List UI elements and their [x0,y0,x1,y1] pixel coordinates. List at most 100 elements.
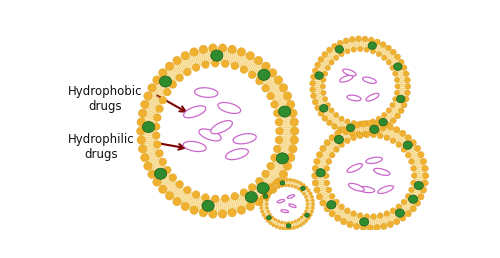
Ellipse shape [266,206,268,209]
Ellipse shape [324,206,330,212]
Ellipse shape [326,135,414,216]
Ellipse shape [422,180,428,186]
Ellipse shape [378,186,394,194]
Ellipse shape [304,186,308,189]
Ellipse shape [218,44,227,52]
Ellipse shape [394,219,400,225]
Ellipse shape [408,159,414,164]
Ellipse shape [280,84,287,92]
Ellipse shape [192,191,200,198]
Ellipse shape [340,75,353,82]
Ellipse shape [269,183,272,187]
Ellipse shape [364,47,370,52]
Ellipse shape [422,165,428,172]
Ellipse shape [226,149,248,160]
Ellipse shape [270,101,278,108]
Ellipse shape [347,164,362,172]
Ellipse shape [402,65,407,71]
Ellipse shape [176,181,184,188]
Ellipse shape [240,66,248,74]
Ellipse shape [240,189,248,196]
Ellipse shape [271,190,274,192]
Ellipse shape [202,61,209,68]
Ellipse shape [280,185,283,188]
Ellipse shape [302,192,306,195]
Ellipse shape [370,132,376,138]
Ellipse shape [312,165,318,172]
Ellipse shape [366,93,379,101]
Ellipse shape [330,152,335,158]
Ellipse shape [322,116,328,121]
Ellipse shape [379,118,388,126]
Ellipse shape [310,74,316,80]
Ellipse shape [312,206,314,209]
Ellipse shape [218,102,240,114]
Ellipse shape [380,122,387,128]
Ellipse shape [405,134,411,141]
Ellipse shape [199,208,207,217]
Ellipse shape [403,141,412,149]
Ellipse shape [386,122,392,128]
Ellipse shape [337,127,343,133]
Ellipse shape [312,180,318,186]
Ellipse shape [208,44,217,52]
Ellipse shape [400,215,406,221]
Ellipse shape [254,56,262,65]
Ellipse shape [228,45,236,54]
Ellipse shape [382,112,386,118]
Ellipse shape [404,71,409,77]
Ellipse shape [343,38,349,44]
Ellipse shape [368,130,374,136]
Ellipse shape [142,122,154,133]
Ellipse shape [266,216,272,220]
Ellipse shape [166,62,173,70]
Ellipse shape [380,223,387,230]
Ellipse shape [277,220,280,223]
Ellipse shape [284,184,287,187]
Ellipse shape [386,60,392,65]
Ellipse shape [278,106,291,117]
Ellipse shape [181,202,190,211]
Ellipse shape [405,84,411,89]
Ellipse shape [394,63,402,70]
Ellipse shape [256,177,263,185]
Ellipse shape [390,65,395,70]
Ellipse shape [360,120,366,127]
Ellipse shape [294,186,297,189]
Ellipse shape [271,216,274,219]
Ellipse shape [370,125,379,133]
Ellipse shape [340,127,347,133]
Ellipse shape [314,187,320,193]
Ellipse shape [362,77,376,83]
Ellipse shape [380,42,386,47]
Ellipse shape [312,39,408,134]
Ellipse shape [404,77,410,83]
Ellipse shape [184,186,191,194]
Ellipse shape [260,206,263,209]
Ellipse shape [390,49,396,55]
Ellipse shape [160,76,172,87]
Ellipse shape [346,124,354,132]
Ellipse shape [262,84,270,92]
Ellipse shape [264,216,267,220]
Ellipse shape [310,93,316,99]
Ellipse shape [347,124,353,130]
Ellipse shape [378,133,383,139]
Ellipse shape [312,199,314,202]
Ellipse shape [386,108,392,113]
Ellipse shape [351,120,356,126]
Ellipse shape [304,196,307,198]
Ellipse shape [402,102,407,108]
Ellipse shape [368,37,374,43]
Ellipse shape [278,226,281,230]
Ellipse shape [400,130,406,136]
Ellipse shape [374,168,390,175]
Ellipse shape [231,192,238,200]
Ellipse shape [138,109,147,117]
Ellipse shape [398,108,404,114]
Ellipse shape [314,158,320,165]
Ellipse shape [148,170,156,179]
Ellipse shape [144,92,152,100]
Ellipse shape [304,219,308,223]
Ellipse shape [266,186,270,189]
